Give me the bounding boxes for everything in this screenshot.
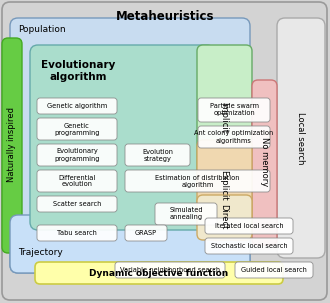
Text: Implicit: Implicit xyxy=(219,102,228,132)
Text: Evolutionary
programming: Evolutionary programming xyxy=(54,148,100,161)
FancyBboxPatch shape xyxy=(198,98,270,122)
Text: Naturally inspired: Naturally inspired xyxy=(8,108,16,182)
FancyBboxPatch shape xyxy=(35,262,283,284)
FancyBboxPatch shape xyxy=(125,225,167,241)
Text: Simulated
annealing: Simulated annealing xyxy=(169,208,203,221)
FancyBboxPatch shape xyxy=(198,126,270,148)
FancyBboxPatch shape xyxy=(37,170,117,192)
FancyBboxPatch shape xyxy=(205,218,293,234)
FancyBboxPatch shape xyxy=(37,144,117,166)
FancyBboxPatch shape xyxy=(125,170,270,192)
FancyBboxPatch shape xyxy=(277,18,325,258)
Text: No memory: No memory xyxy=(259,137,269,187)
FancyBboxPatch shape xyxy=(30,45,215,230)
FancyBboxPatch shape xyxy=(205,238,293,254)
Text: Population: Population xyxy=(18,25,66,34)
Text: Stochastic local search: Stochastic local search xyxy=(211,243,287,249)
Text: Ant colony optimization
algorithms: Ant colony optimization algorithms xyxy=(194,131,274,144)
FancyBboxPatch shape xyxy=(155,203,217,225)
Text: Evolution
strategy: Evolution strategy xyxy=(142,148,173,161)
Text: Local search: Local search xyxy=(296,112,306,164)
Text: Estimation of distribution
algorithm: Estimation of distribution algorithm xyxy=(155,175,240,188)
Text: Direct: Direct xyxy=(219,204,228,230)
Text: Variable neighborhood search: Variable neighborhood search xyxy=(120,267,220,273)
FancyBboxPatch shape xyxy=(2,38,22,253)
FancyBboxPatch shape xyxy=(2,2,327,300)
FancyBboxPatch shape xyxy=(125,144,190,166)
Text: Particle swarm
optimization: Particle swarm optimization xyxy=(210,104,258,116)
FancyBboxPatch shape xyxy=(10,18,250,273)
Text: Iterated local search: Iterated local search xyxy=(215,223,283,229)
FancyBboxPatch shape xyxy=(37,98,117,114)
Text: Tabu search: Tabu search xyxy=(57,230,97,236)
Text: Differential
evolution: Differential evolution xyxy=(58,175,96,188)
FancyBboxPatch shape xyxy=(115,262,225,278)
Text: Explicit: Explicit xyxy=(219,170,228,200)
Text: Scatter search: Scatter search xyxy=(53,201,101,207)
FancyBboxPatch shape xyxy=(197,140,252,230)
FancyBboxPatch shape xyxy=(37,118,117,140)
Text: Evolutionary
algorithm: Evolutionary algorithm xyxy=(41,60,115,82)
Text: Dynamic objective function: Dynamic objective function xyxy=(89,268,229,278)
Text: Metaheuristics: Metaheuristics xyxy=(116,10,214,23)
Text: Trajectory: Trajectory xyxy=(18,248,63,257)
FancyBboxPatch shape xyxy=(37,225,117,241)
Text: GRASP: GRASP xyxy=(135,230,157,236)
Text: Guided local search: Guided local search xyxy=(241,267,307,273)
Text: Genetic algorithm: Genetic algorithm xyxy=(47,103,107,109)
FancyBboxPatch shape xyxy=(252,80,277,245)
FancyBboxPatch shape xyxy=(197,45,252,190)
FancyBboxPatch shape xyxy=(10,215,250,273)
Text: Genetic
programming: Genetic programming xyxy=(54,122,100,135)
FancyBboxPatch shape xyxy=(197,195,252,240)
FancyBboxPatch shape xyxy=(235,262,313,278)
FancyBboxPatch shape xyxy=(37,196,117,212)
